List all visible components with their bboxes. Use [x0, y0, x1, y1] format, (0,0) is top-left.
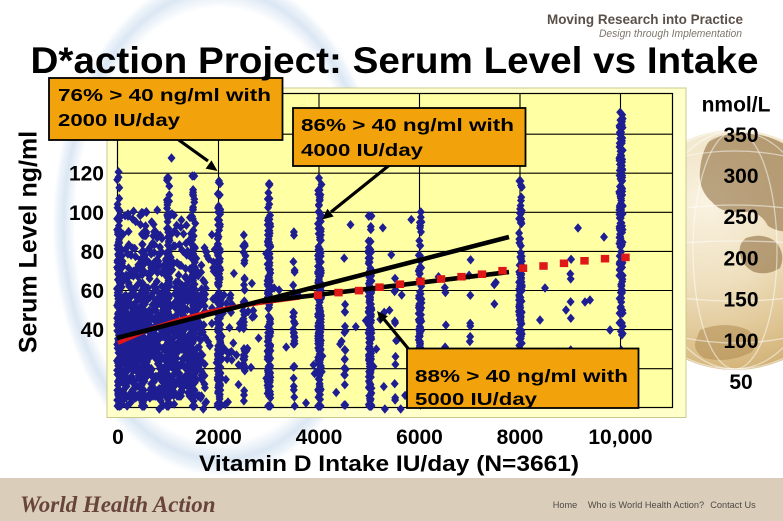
svg-text:100: 100	[723, 330, 758, 353]
svg-text:100: 100	[69, 202, 104, 225]
svg-text:120: 120	[69, 163, 104, 186]
svg-text:80: 80	[81, 241, 104, 264]
svg-text:Design through Implementation: Design through Implementation	[599, 28, 742, 40]
svg-text:4000: 4000	[296, 426, 343, 449]
svg-text:200: 200	[723, 247, 758, 270]
svg-text:D*action Project: Serum Level: D*action Project: Serum Level vs Intake	[31, 40, 759, 81]
svg-text:nmol/L: nmol/L	[702, 94, 771, 117]
svg-text:Moving Research into Practice: Moving Research into Practice	[547, 11, 743, 27]
svg-text:40: 40	[81, 319, 104, 342]
svg-text:World Health Action: World Health Action	[20, 492, 216, 517]
svg-text:50: 50	[729, 371, 752, 394]
svg-text:4000 IU/day: 4000 IU/day	[301, 140, 423, 160]
svg-text:88% > 40 ng/ml with: 88% > 40 ng/ml with	[415, 366, 628, 386]
svg-text:350: 350	[723, 124, 758, 147]
svg-text:76% > 40 ng/ml with: 76% > 40 ng/ml with	[58, 85, 271, 105]
svg-text:8000: 8000	[497, 426, 544, 449]
svg-text:10,000: 10,000	[588, 426, 652, 449]
svg-text:Who is World Health Action?: Who is World Health Action?	[588, 500, 704, 510]
svg-text:Contact Us: Contact Us	[710, 500, 756, 510]
svg-text:2000: 2000	[195, 426, 242, 449]
svg-text:2000 IU/day: 2000 IU/day	[58, 110, 180, 130]
svg-text:5000 IU/day: 5000 IU/day	[415, 389, 537, 409]
svg-text:60: 60	[81, 280, 104, 303]
svg-text:Vitamin D Intake IU/day (N=366: Vitamin D Intake IU/day (N=3661)	[199, 451, 579, 476]
svg-text:Serum Level ng/ml: Serum Level ng/ml	[15, 131, 43, 353]
svg-text:Home: Home	[553, 500, 578, 510]
svg-text:150: 150	[723, 289, 758, 312]
svg-text:300: 300	[723, 165, 758, 188]
svg-text:250: 250	[723, 206, 758, 229]
svg-text:6000: 6000	[396, 426, 443, 449]
svg-text:86% > 40 ng/ml with: 86% > 40 ng/ml with	[301, 115, 514, 135]
svg-text:0: 0	[112, 426, 124, 449]
